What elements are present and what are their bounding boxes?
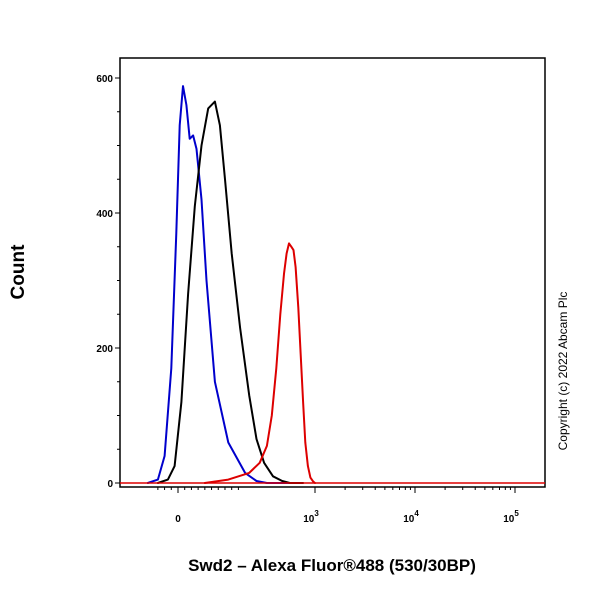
plot-frame xyxy=(119,57,546,488)
x-tick-label: 104 xyxy=(403,509,419,525)
series-layer xyxy=(120,85,545,484)
histogram-series-3 xyxy=(203,242,316,484)
x-tick-label: 105 xyxy=(503,509,519,525)
y-tick-label: 200 xyxy=(96,344,113,355)
copyright-notice: Copyright (c) 2022 Abcam Plc xyxy=(556,292,570,451)
y-tick-label: 600 xyxy=(96,74,113,85)
y-axis-title: Count xyxy=(8,244,29,300)
histogram-series-1 xyxy=(146,85,290,484)
x-tick-label: 0 xyxy=(175,514,181,525)
x-axis: 0 103 104 105 xyxy=(157,487,519,525)
histogram-series-2 xyxy=(156,100,305,484)
y-axis: 0 200 400 600 xyxy=(96,74,120,490)
y-tick-label: 0 xyxy=(107,479,113,490)
y-tick-label: 400 xyxy=(96,209,113,220)
x-axis-title: Swd2 – Alexa Fluor®488 (530/30BP) xyxy=(188,556,476,575)
x-tick-label: 103 xyxy=(303,509,319,525)
